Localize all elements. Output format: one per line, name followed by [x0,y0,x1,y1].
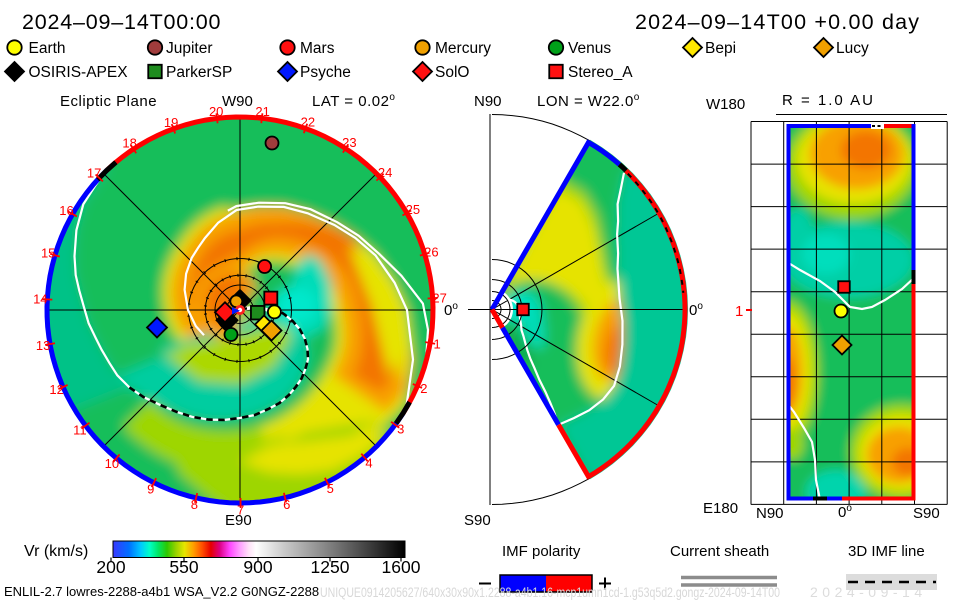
svg-text:S90: S90 [913,505,940,522]
svg-text:15: 15 [41,246,55,261]
svg-text:8: 8 [191,497,198,512]
svg-text:2024-09-14: 2024-09-14 [810,584,927,600]
svg-text:23: 23 [342,135,356,150]
svg-text:12: 12 [49,382,63,397]
svg-text:17: 17 [87,166,101,181]
svg-text:1: 1 [735,303,743,320]
svg-text:Current sheath: Current sheath [670,543,769,560]
svg-text:4: 4 [365,455,372,470]
svg-text:18: 18 [122,136,136,151]
svg-text:13: 13 [36,338,50,353]
svg-text:LON = W22.0o: LON = W22.0o [537,92,640,110]
svg-text:5: 5 [327,481,334,496]
svg-text:W180: W180 [706,96,745,113]
svg-text:2024–09–14T00:00: 2024–09–14T00:00 [22,10,221,34]
svg-text:Venus: Venus [568,40,611,57]
svg-text:14: 14 [33,292,47,307]
svg-text:Mars: Mars [300,40,335,57]
svg-text:10: 10 [105,456,119,471]
svg-text:Earth: Earth [29,40,66,57]
svg-text:16: 16 [59,203,73,218]
svg-text:9: 9 [147,482,154,497]
svg-text:LAT = 0.02o: LAT = 0.02o [312,92,395,110]
svg-text:Stereo_A: Stereo_A [568,64,633,81]
svg-text:2024–09–14T00 +0.00 day: 2024–09–14T00 +0.00 day [635,10,920,34]
svg-text:Vr (km/s): Vr (km/s) [24,543,88,560]
svg-text:21: 21 [255,104,269,119]
svg-text:W90: W90 [222,93,253,110]
svg-text:R = 1.0 AU: R = 1.0 AU [782,92,875,109]
svg-text:11: 11 [73,422,87,437]
svg-text:25: 25 [406,202,420,217]
svg-text:N90: N90 [474,93,502,110]
svg-text:E90: E90 [225,512,252,529]
svg-text:2: 2 [420,381,427,396]
svg-text:Bepi: Bepi [705,40,736,57]
svg-text:OSIRIS-APEX: OSIRIS-APEX [29,64,129,81]
svg-text:IMF polarity: IMF polarity [502,543,581,560]
svg-text:Jupiter: Jupiter [166,40,213,57]
svg-text:Lucy: Lucy [836,40,869,57]
svg-text:SolO: SolO [435,64,469,81]
svg-text:N90: N90 [756,505,784,522]
svg-text:Ecliptic Plane: Ecliptic Plane [60,93,157,110]
svg-text:3: 3 [397,422,404,437]
svg-text:22: 22 [301,114,315,129]
svg-text:E180: E180 [703,500,738,517]
svg-text:3D IMF line: 3D IMF line [848,543,925,560]
svg-text:19: 19 [164,115,178,130]
svg-text:ParkerSP: ParkerSP [166,64,232,81]
svg-text:S90: S90 [464,512,491,529]
svg-text:UNIQUE0914205627/640x30x90x1.2: UNIQUE0914205627/640x30x90x1.2288-a4b1.1… [320,585,780,600]
svg-text:1: 1 [433,337,440,352]
svg-text:Mercury: Mercury [435,40,491,57]
svg-text:ENLIL-2.7 lowres-2288-a4b1 WSA: ENLIL-2.7 lowres-2288-a4b1 WSA_V2.2 G0NG… [4,584,319,599]
svg-text:Psyche: Psyche [300,64,351,81]
svg-text:24: 24 [378,165,392,180]
svg-text:26: 26 [424,245,438,260]
svg-text:6: 6 [283,497,290,512]
